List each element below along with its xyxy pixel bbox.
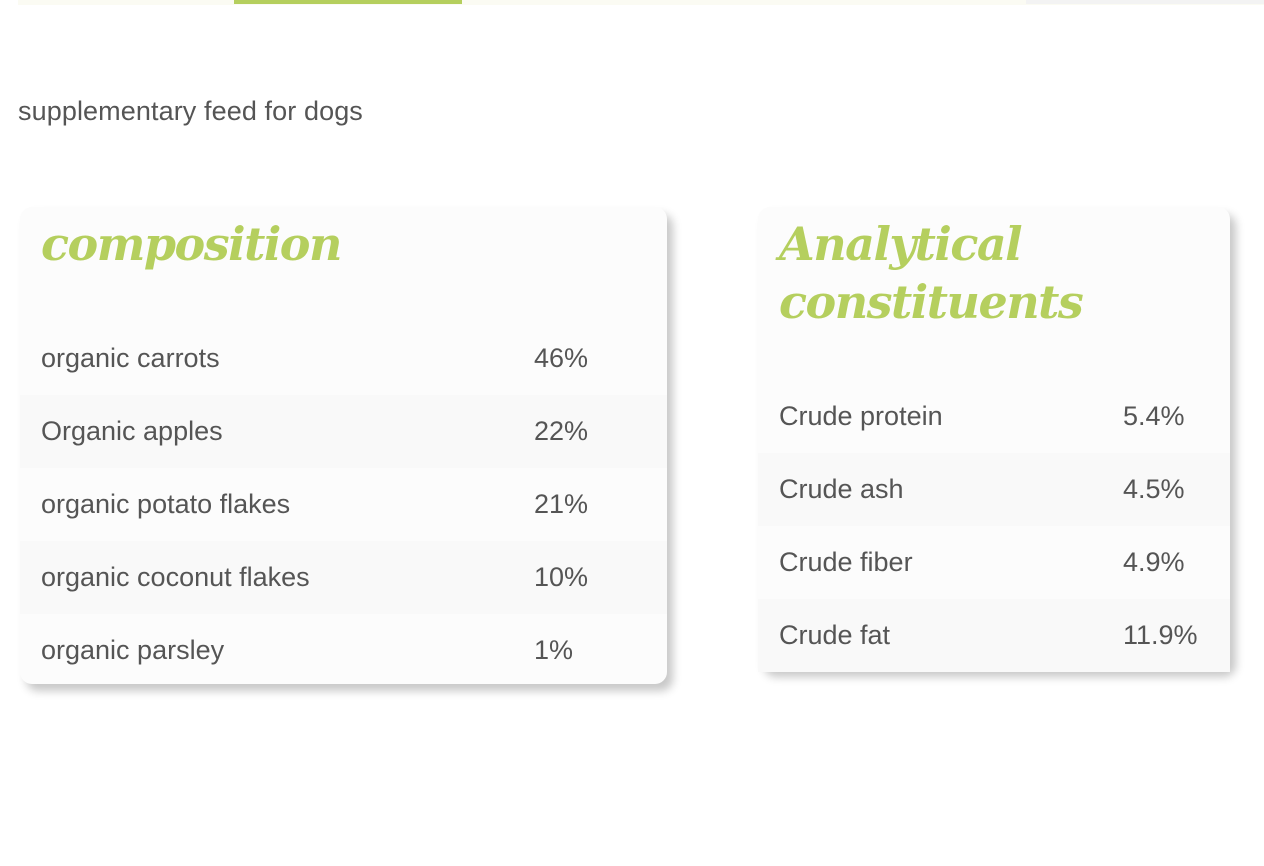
composition-title: composition: [41, 215, 342, 273]
analytical-row: Crude fiber 4.9%: [758, 526, 1230, 599]
inactive-tab-indicator[interactable]: [1026, 0, 1264, 4]
composition-card: composition organic carrots 46% Organic …: [20, 207, 667, 684]
analytical-constituents-title: Analytical constituents: [779, 215, 1084, 331]
composition-row: organic potato flakes 21%: [20, 468, 667, 541]
analytical-title-line1: Analytical: [779, 217, 1023, 271]
constituent-name: Crude fiber: [779, 547, 913, 577]
ingredient-percentage: 46%: [534, 343, 589, 373]
constituent-percentage: 4.9%: [1123, 547, 1185, 577]
ingredient-name: Organic apples: [41, 416, 223, 446]
constituent-percentage: 11.9%: [1123, 620, 1198, 650]
ingredient-percentage: 1%: [534, 635, 574, 665]
ingredient-name: organic carrots: [41, 343, 220, 373]
composition-title-text: composition: [41, 217, 342, 271]
ingredient-name: organic parsley: [41, 635, 225, 665]
analytical-title-line2: constituents: [779, 275, 1084, 329]
tab-indicator-bar: [18, 0, 1264, 5]
composition-table: organic carrots 46% Organic apples 22% o…: [20, 322, 667, 687]
constituent-percentage: 5.4%: [1123, 401, 1185, 431]
analytical-table: Crude protein 5.4% Crude ash 4.5% Crude …: [758, 380, 1230, 672]
constituent-name: Crude fat: [779, 620, 891, 650]
active-tab-indicator[interactable]: [234, 0, 462, 4]
constituent-percentage: 4.5%: [1123, 474, 1185, 504]
composition-row: organic carrots 46%: [20, 322, 667, 395]
ingredient-name: organic coconut flakes: [41, 562, 310, 592]
analytical-row: Crude protein 5.4%: [758, 380, 1230, 453]
composition-row: organic coconut flakes 10%: [20, 541, 667, 614]
product-subtitle: supplementary feed for dogs: [18, 96, 363, 126]
ingredient-percentage: 22%: [534, 416, 589, 446]
constituent-name: Crude protein: [779, 401, 943, 431]
ingredient-name: organic potato flakes: [41, 489, 291, 519]
composition-row: organic parsley 1%: [20, 614, 667, 687]
ingredient-percentage: 10%: [534, 562, 589, 592]
analytical-constituents-card: Analytical constituents Crude protein 5.…: [758, 207, 1230, 672]
constituent-name: Crude ash: [779, 474, 904, 504]
composition-row: Organic apples 22%: [20, 395, 667, 468]
analytical-row: Crude fat 11.9%: [758, 599, 1230, 672]
ingredient-percentage: 21%: [534, 489, 589, 519]
analytical-row: Crude ash 4.5%: [758, 453, 1230, 526]
